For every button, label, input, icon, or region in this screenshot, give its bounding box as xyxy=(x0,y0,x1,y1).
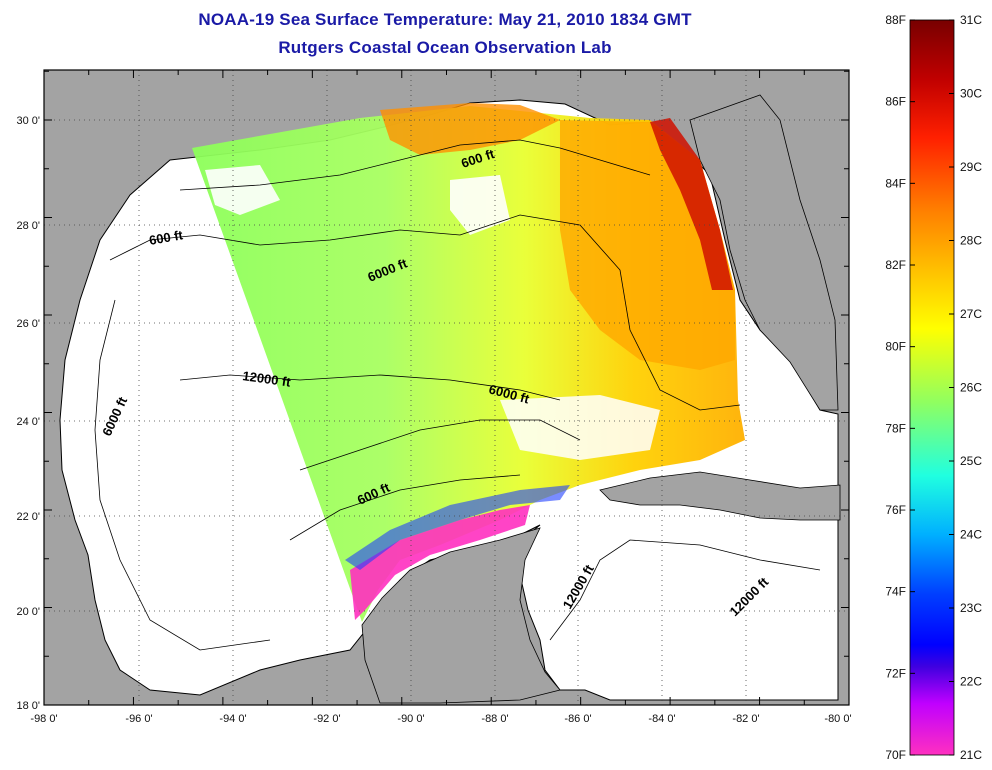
latitude-tick-label: 22 0' xyxy=(16,511,40,523)
latitude-tick-label: 18 0' xyxy=(16,700,40,712)
longitude-labels: -98 0' -96 0' -94 0' -92 0' -90 0' -88 0' -86 … xyxy=(30,713,851,725)
colorbar-f-label: 86F xyxy=(885,95,906,109)
colorbar-c-label: 24C xyxy=(960,528,982,542)
cuba-land xyxy=(599,471,841,521)
colorbar-c-label: 28C xyxy=(960,234,982,248)
colorbar-f-label: 76F xyxy=(885,503,906,517)
contour-label-600ft-west: 600 ft xyxy=(148,227,185,248)
longitude-tick-label: -98 0' xyxy=(30,713,57,725)
colorbar-c-label: 29C xyxy=(960,160,982,174)
latitude-labels: 30 0' 28 0' 26 0' 24 0' 22 0' 20 0' 18 0' xyxy=(16,115,40,712)
contour-600ft-south-line xyxy=(289,474,521,541)
colorbar-c-label: 30C xyxy=(960,87,982,101)
colorbar-c-label: 23C xyxy=(960,601,982,615)
contour-12000ft-line xyxy=(179,374,561,401)
longitude-tick-label: -92 0' xyxy=(313,713,340,725)
colorbar-f-label: 78F xyxy=(885,421,906,435)
colorbar-c-label: 31C xyxy=(960,13,982,27)
colorbar-f-label: 74F xyxy=(885,585,906,599)
sst-warm-north-coast xyxy=(380,103,560,155)
colorbar-f-label: 88F xyxy=(885,13,906,27)
longitude-tick-label: -90 0' xyxy=(397,713,424,725)
yucatan-land xyxy=(361,527,561,704)
cloud-gap-west xyxy=(205,165,280,215)
colorbar-c-label: 22C xyxy=(960,675,982,689)
colorbar-fahrenheit-labels: 88F 86F 84F 82F 80F 78F 76F 74F 72F 70F xyxy=(885,13,906,762)
contour-label-12000ft-center: 12000 ft xyxy=(242,368,293,390)
longitude-tick-label: -86 0' xyxy=(564,713,591,725)
longitude-tick-label: -88 0' xyxy=(481,713,508,725)
longitude-tick-label: -82 0' xyxy=(732,713,759,725)
colorbar-c-label: 27C xyxy=(960,307,982,321)
sst-cool-yucatan xyxy=(345,485,570,570)
florida-land xyxy=(689,94,839,411)
map-title: NOAA-19 Sea Surface Temperature: May 21,… xyxy=(198,10,692,29)
map-subtitle: Rutgers Coastal Ocean Observation Lab xyxy=(278,38,612,57)
latitude-tick-label: 24 0' xyxy=(16,416,40,428)
axis-ticks xyxy=(43,70,850,706)
colorbar-f-label: 70F xyxy=(885,748,906,762)
sst-hot-florida-coast xyxy=(650,118,733,290)
sst-cold-yucatan xyxy=(350,505,530,620)
colorbar-c-label: 26C xyxy=(960,381,982,395)
latitude-tick-label: 30 0' xyxy=(16,115,40,127)
contour-6000ft-south-line xyxy=(299,419,581,471)
graticule xyxy=(44,70,849,705)
colorbar-f-label: 80F xyxy=(885,340,906,354)
contour-12000ft-south-line xyxy=(549,539,821,641)
colorbar-f-label: 84F xyxy=(885,176,906,190)
latitude-tick-label: 26 0' xyxy=(16,318,40,330)
longitude-tick-label: -94 0' xyxy=(219,713,246,725)
longitude-tick-label: -84 0' xyxy=(648,713,675,725)
longitude-tick-label: -96 0' xyxy=(125,713,152,725)
colorbar xyxy=(909,19,955,756)
contour-600ft-line xyxy=(179,139,651,191)
latitude-tick-label: 20 0' xyxy=(16,606,40,618)
colorbar-f-label: 72F xyxy=(885,666,906,680)
colorbar-c-label: 25C xyxy=(960,454,982,468)
colorbar-celsius-labels: 31C 30C 29C 28C 27C 26C 25C 24C 23C 22C 21C xyxy=(960,13,982,762)
colorbar-f-label: 82F xyxy=(885,258,906,272)
colorbar-c-label: 21C xyxy=(960,748,982,762)
longitude-tick-label: -80 0' xyxy=(824,713,851,725)
latitude-tick-label: 28 0' xyxy=(16,220,40,232)
cloud-gap-east xyxy=(500,395,660,460)
contour-6000ft-west-line xyxy=(94,299,271,651)
colorbar-ticks xyxy=(910,19,954,756)
